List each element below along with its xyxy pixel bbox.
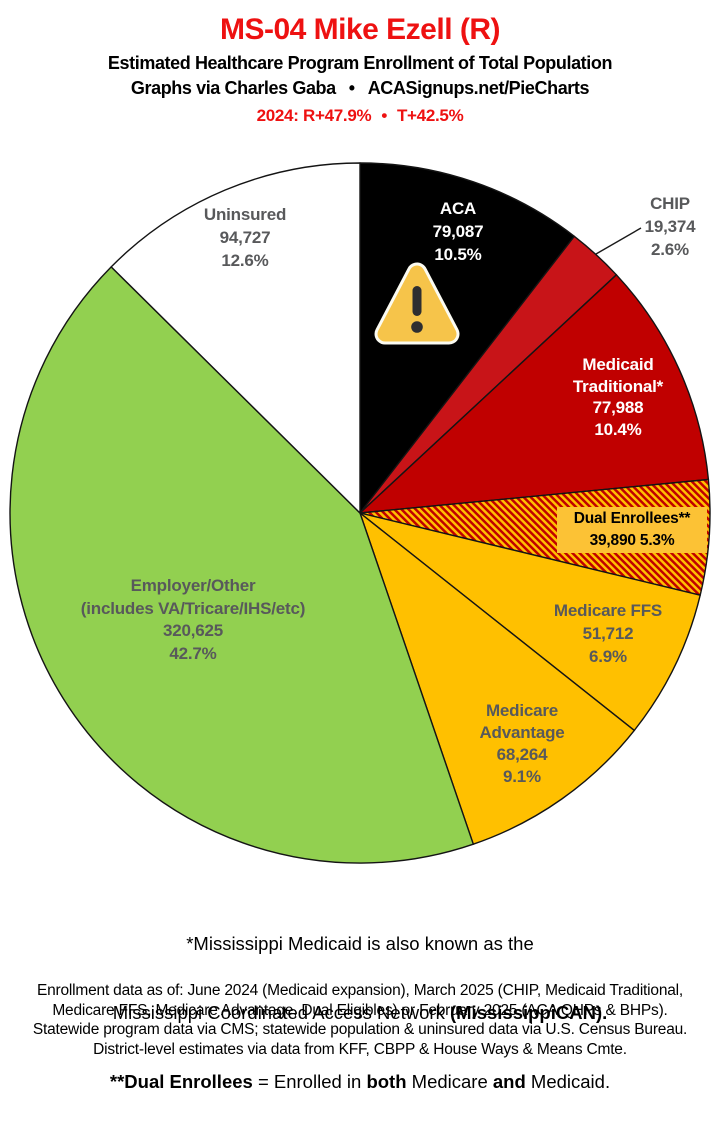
chip-leader-line xyxy=(595,227,642,255)
slice-name: ACA xyxy=(439,199,477,218)
slice-name: Advantage xyxy=(479,723,565,742)
slice-enrollment-percent: 39,890 5.3% xyxy=(589,532,675,549)
slice-name: Medicaid xyxy=(582,355,654,374)
slice-percent: 6.9% xyxy=(589,647,627,666)
slice-enrollment: 320,625 xyxy=(162,621,224,640)
partisan-lean: 2024: R+47.9% • T+42.5% xyxy=(0,105,720,127)
warning-icon xyxy=(374,262,460,345)
slice-enrollment: 94,727 xyxy=(219,228,271,247)
pie-label-medicare-ffs: Medicare FFS 51,712 6.9% xyxy=(554,599,662,668)
credit-site: ACASignups.net/PieCharts xyxy=(367,78,590,98)
bullet-separator: • xyxy=(381,106,387,125)
bullet-separator: • xyxy=(348,78,355,98)
slice-enrollment: 77,988 xyxy=(592,398,644,417)
slice-name: Employer/Other xyxy=(130,576,256,595)
slice-percent: 9.1% xyxy=(503,767,541,786)
slice-name: CHIP xyxy=(650,194,690,213)
source-line-4: District-level estimates via data from K… xyxy=(93,1040,627,1058)
pie-label-medicare-advantage: Medicare Advantage 68,264 9.1% xyxy=(479,700,564,788)
slice-name: Dual Enrollees** xyxy=(573,510,691,527)
pie-slice-uninsured xyxy=(110,162,361,514)
pie-slice-madv xyxy=(359,512,635,845)
slice-percent: 12.6% xyxy=(221,251,269,270)
source-line-2: Medicare FFS, Medicare Advantage, Dual E… xyxy=(52,1001,668,1019)
slice-percent: 10.5% xyxy=(434,245,482,264)
pie-slice-aca xyxy=(359,162,575,514)
slice-percent: 42.7% xyxy=(169,643,217,663)
pie-label-medicaid-traditional: Medicaid Traditional* 77,988 10.4% xyxy=(573,354,663,440)
slice-percent: 10.4% xyxy=(594,419,642,439)
pie-label-uninsured: Uninsured 94,727 12.6% xyxy=(204,203,286,272)
pie-slice-employer xyxy=(9,266,474,864)
pie-slice-medicaid xyxy=(359,274,710,514)
credit-line: Graphs via Charles Gaba • ACASignups.net… xyxy=(0,76,720,101)
pie-label-aca: ACA 79,087 10.5% xyxy=(433,197,484,266)
slice-name: Uninsured xyxy=(203,205,287,224)
slice-name: Medicare xyxy=(485,701,559,720)
source-line-3: Statewide program data via CMS; statewid… xyxy=(32,1021,688,1039)
slice-enrollment: 68,264 xyxy=(496,745,548,764)
footnote-line-2: Mississippi Coordinated Access Network (… xyxy=(112,1002,608,1023)
footnote-line-3: **Dual Enrollees = Enrolled in both Medi… xyxy=(109,1071,611,1092)
partisan-senate: T+42.5% xyxy=(396,106,464,125)
pie-label-employer-other: Employer/Other (includes VA/Tricare/IHS/… xyxy=(80,575,306,665)
pie-slices xyxy=(9,162,711,864)
source-note: Enrollment data as of: June 2024 (Medica… xyxy=(0,981,720,1059)
slice-enrollment: 51,712 xyxy=(582,624,634,643)
slice-enrollment: 79,087 xyxy=(432,222,484,241)
slice-name: Traditional* xyxy=(572,376,664,396)
page-title: MS-04 Mike Ezell (R) xyxy=(219,13,501,46)
slice-enrollment: 19,374 xyxy=(644,217,696,236)
chart-header: MS-04 Mike Ezell (R) Estimated Healthcar… xyxy=(0,12,720,127)
slice-name: Medicare FFS xyxy=(553,601,663,620)
source-line-1: Enrollment data as of: June 2024 (Medica… xyxy=(36,982,684,999)
pie-label-dual-enrollees: Dual Enrollees** 39,890 5.3% xyxy=(557,507,707,553)
footnote-line-1: *Mississippi Medicaid is also known as t… xyxy=(186,933,534,954)
slice-percent: 2.6% xyxy=(651,240,689,259)
chart-subtitle: Estimated Healthcare Program Enrollment … xyxy=(107,53,613,73)
pie-label-chip: CHIP 19,374 2.6% xyxy=(645,192,696,261)
pie-chart xyxy=(9,162,711,864)
pie-slice-ffs xyxy=(359,512,701,732)
slice-name: (includes VA/Tricare/IHS/etc) xyxy=(80,598,306,618)
chart-page: MS-04 Mike Ezell (R) Estimated Healthcar… xyxy=(0,12,720,1092)
credit-author: Graphs via Charles Gaba xyxy=(130,78,336,98)
partisan-presidential: 2024: R+47.9% xyxy=(256,106,372,125)
